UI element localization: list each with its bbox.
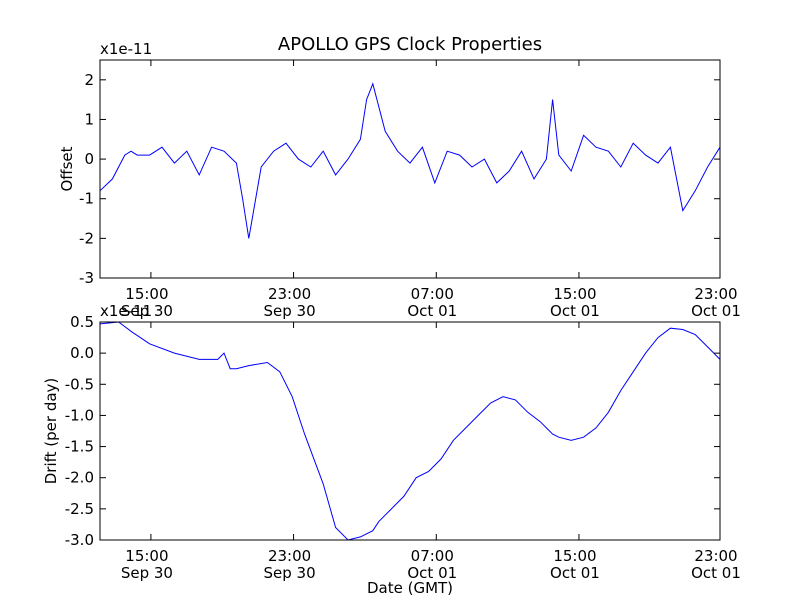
offset-xtick-date-label: Sep 30	[121, 302, 173, 320]
drift-xtick-time-label: 07:00	[411, 547, 454, 565]
offset-xtick-time-label: 23:00	[694, 285, 737, 303]
offset-series-line-0	[99, 82, 721, 239]
offset-ylabel: Offset	[58, 146, 76, 191]
drift-ytick-label: -1.0	[65, 406, 94, 424]
drift-xtick-date-label: Sep 30	[263, 564, 315, 582]
drift-xtick-date-label: Oct 01	[691, 564, 741, 582]
offset-ytick-label: -1	[79, 190, 94, 208]
drift-xtick-date-label: Oct 01	[407, 564, 457, 582]
offset-xtick-date-label: Oct 01	[691, 302, 741, 320]
offset-scale-label: x1e-11	[100, 40, 152, 58]
offset-xtick-date-label: Oct 01	[407, 302, 457, 320]
offset-xtick-time-label: 15:00	[125, 285, 168, 303]
drift-ylabel: Drift (per day)	[42, 378, 60, 485]
offset-xtick-date-label: Oct 01	[550, 302, 600, 320]
offset-ytick-label: 0	[84, 150, 94, 168]
offset-xtick-date-label: Sep 30	[263, 302, 315, 320]
drift-xtick-date-label: Oct 01	[550, 564, 600, 582]
offset-xtick-time-label: 23:00	[268, 285, 311, 303]
offset-ytick-label: 2	[84, 71, 94, 89]
drift-ytick-label: 0.0	[70, 344, 94, 362]
offset-xtick-time-label: 07:00	[411, 285, 454, 303]
figure-title: APOLLO GPS Clock Properties	[278, 34, 542, 55]
drift-series-line-0	[99, 321, 721, 541]
drift-scale-label: x1e-11	[100, 302, 152, 320]
drift-axes-frame	[99, 321, 721, 541]
drift-xtick-time-label: 15:00	[553, 547, 596, 565]
drift-ytick-label: -2.5	[65, 500, 94, 518]
drift-xtick-time-label: 15:00	[125, 547, 168, 565]
offset-ytick-label: -3	[79, 269, 94, 287]
offset-ytick-label: -2	[79, 229, 94, 247]
drift-ytick-label: -0.5	[65, 375, 94, 393]
offset-axes-frame	[99, 59, 721, 279]
drift-xlabel: Date (GMT)	[367, 579, 453, 597]
offset-ytick-label: 1	[84, 110, 94, 128]
drift-ytick-label: -3.0	[65, 531, 94, 549]
drift-ytick-label: -1.5	[65, 438, 94, 456]
drift-ytick-label: -2.0	[65, 469, 94, 487]
drift-ytick-label: 0.5	[70, 313, 94, 331]
drift-xtick-date-label: Sep 30	[121, 564, 173, 582]
offset-xtick-time-label: 15:00	[553, 285, 596, 303]
drift-xtick-time-label: 23:00	[268, 547, 311, 565]
drift-xtick-time-label: 23:00	[694, 547, 737, 565]
